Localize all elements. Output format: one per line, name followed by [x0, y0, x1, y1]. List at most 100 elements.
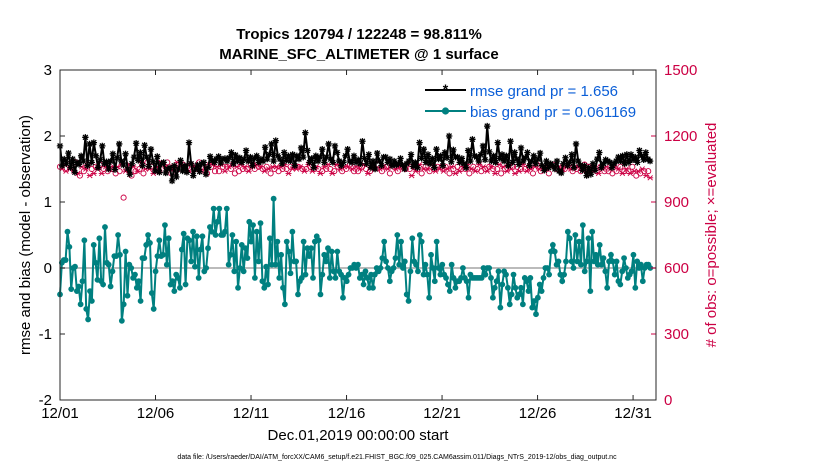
bias-point: [533, 311, 539, 318]
rmse-point: [433, 146, 440, 153]
bias-point: [214, 218, 221, 225]
obs-count-point: [136, 165, 143, 173]
rmse-point: [321, 159, 328, 166]
bias-point: [105, 261, 112, 268]
bias-point: [235, 284, 241, 291]
legend-bias-label: bias grand pr = 0.061169: [470, 104, 636, 121]
bias-point: [446, 288, 453, 294]
rmse-point: [276, 155, 284, 163]
bias-point: [460, 265, 466, 271]
bias-point: [128, 265, 135, 271]
rmse-point: [642, 149, 650, 156]
rmse-point: [388, 162, 396, 169]
bias-point: [343, 278, 350, 285]
rmse-point: [386, 155, 394, 163]
bias-point: [491, 284, 498, 291]
rmse-point: [539, 162, 546, 169]
rmse-point: [319, 146, 326, 153]
rmse-point: [564, 162, 571, 169]
bias-point: [283, 238, 290, 245]
bias-point: [186, 237, 193, 244]
bias-point: [381, 238, 388, 245]
axes-layer: 12/01 12/06 12/11 12/16 12/21 12/26 12/31 -2 -1 0…: [39, 62, 698, 422]
rmse-point: [422, 159, 430, 166]
bias-point: [390, 265, 397, 271]
rmse-point: [340, 159, 347, 166]
rmse-point: [541, 167, 548, 174]
bias-point: [222, 228, 228, 235]
rmse-point: [511, 149, 518, 156]
bias-point: [323, 258, 330, 265]
rmse-point: [450, 146, 457, 154]
bias-point: [604, 284, 611, 291]
bias-point: [613, 258, 620, 265]
bias-point: [141, 255, 148, 261]
rmse-point: [249, 162, 256, 169]
rmse-point: [473, 153, 480, 161]
bias-point: [549, 242, 556, 248]
rmse-point: [562, 154, 569, 161]
bias-point: [117, 251, 123, 258]
rmse-point: [481, 156, 489, 163]
bias-point: [195, 275, 202, 281]
bias-point: [180, 230, 187, 237]
bias-point: [416, 232, 423, 238]
rmse-point: [116, 140, 123, 148]
bias-point: [435, 265, 442, 271]
rmse-point: [302, 129, 309, 136]
bias-point: [647, 265, 654, 271]
bias-point: [242, 245, 249, 252]
bias-point: [276, 275, 283, 281]
bias-point: [632, 284, 639, 291]
rmse-point: [543, 157, 550, 165]
rmse-point: [488, 157, 495, 165]
rmse-point: [443, 154, 451, 161]
rmse-point: [141, 142, 148, 149]
rmse-point: [581, 162, 588, 169]
bias-point: [398, 238, 404, 245]
bias-point: [233, 238, 240, 245]
rmse-point: [63, 160, 70, 167]
x-tick-label: 12/31: [614, 405, 652, 422]
rmse-point: [568, 151, 576, 158]
rmse-point: [589, 160, 597, 167]
data-file-footnote: data file: /Users/raeder/DAI/ATM_forcXX/…: [177, 454, 617, 461]
rmse-point: [560, 160, 567, 167]
bias-point: [596, 242, 603, 248]
bias-point: [115, 232, 121, 238]
y-right-tick-label: 600: [664, 260, 689, 277]
obs-count-point: [408, 172, 415, 179]
bias-point: [371, 271, 378, 278]
bias-point: [578, 261, 584, 268]
bias-point: [407, 268, 414, 275]
rmse-point: [118, 157, 125, 165]
bias-point: [424, 271, 431, 278]
bias-point: [519, 301, 526, 308]
rmse-point: [376, 157, 383, 165]
rmse-point: [58, 162, 66, 169]
bias-point: [102, 224, 108, 230]
bias-point: [231, 268, 238, 275]
rmse-point: [405, 157, 413, 165]
series-layer: [56, 122, 656, 324]
rmse-point: [632, 153, 639, 161]
bias-point: [92, 259, 99, 266]
bias-point: [257, 220, 264, 227]
rmse-point: [168, 177, 176, 185]
obs-count-point: [331, 168, 338, 175]
obs-count-point: [245, 168, 252, 174]
bias-point: [619, 268, 626, 275]
rmse-point: [435, 155, 442, 163]
bias-point: [190, 228, 196, 235]
bias-point: [360, 281, 367, 288]
bias-point: [210, 205, 217, 212]
rmse-point: [266, 151, 273, 158]
rmse-point: [479, 142, 487, 150]
rmse-point: [230, 160, 237, 167]
bias-point: [634, 258, 641, 265]
rmse-point: [498, 151, 506, 158]
bias-point: [396, 261, 403, 268]
bias-point: [147, 240, 153, 246]
rmse-point: [437, 152, 444, 159]
bias-point: [527, 275, 534, 281]
